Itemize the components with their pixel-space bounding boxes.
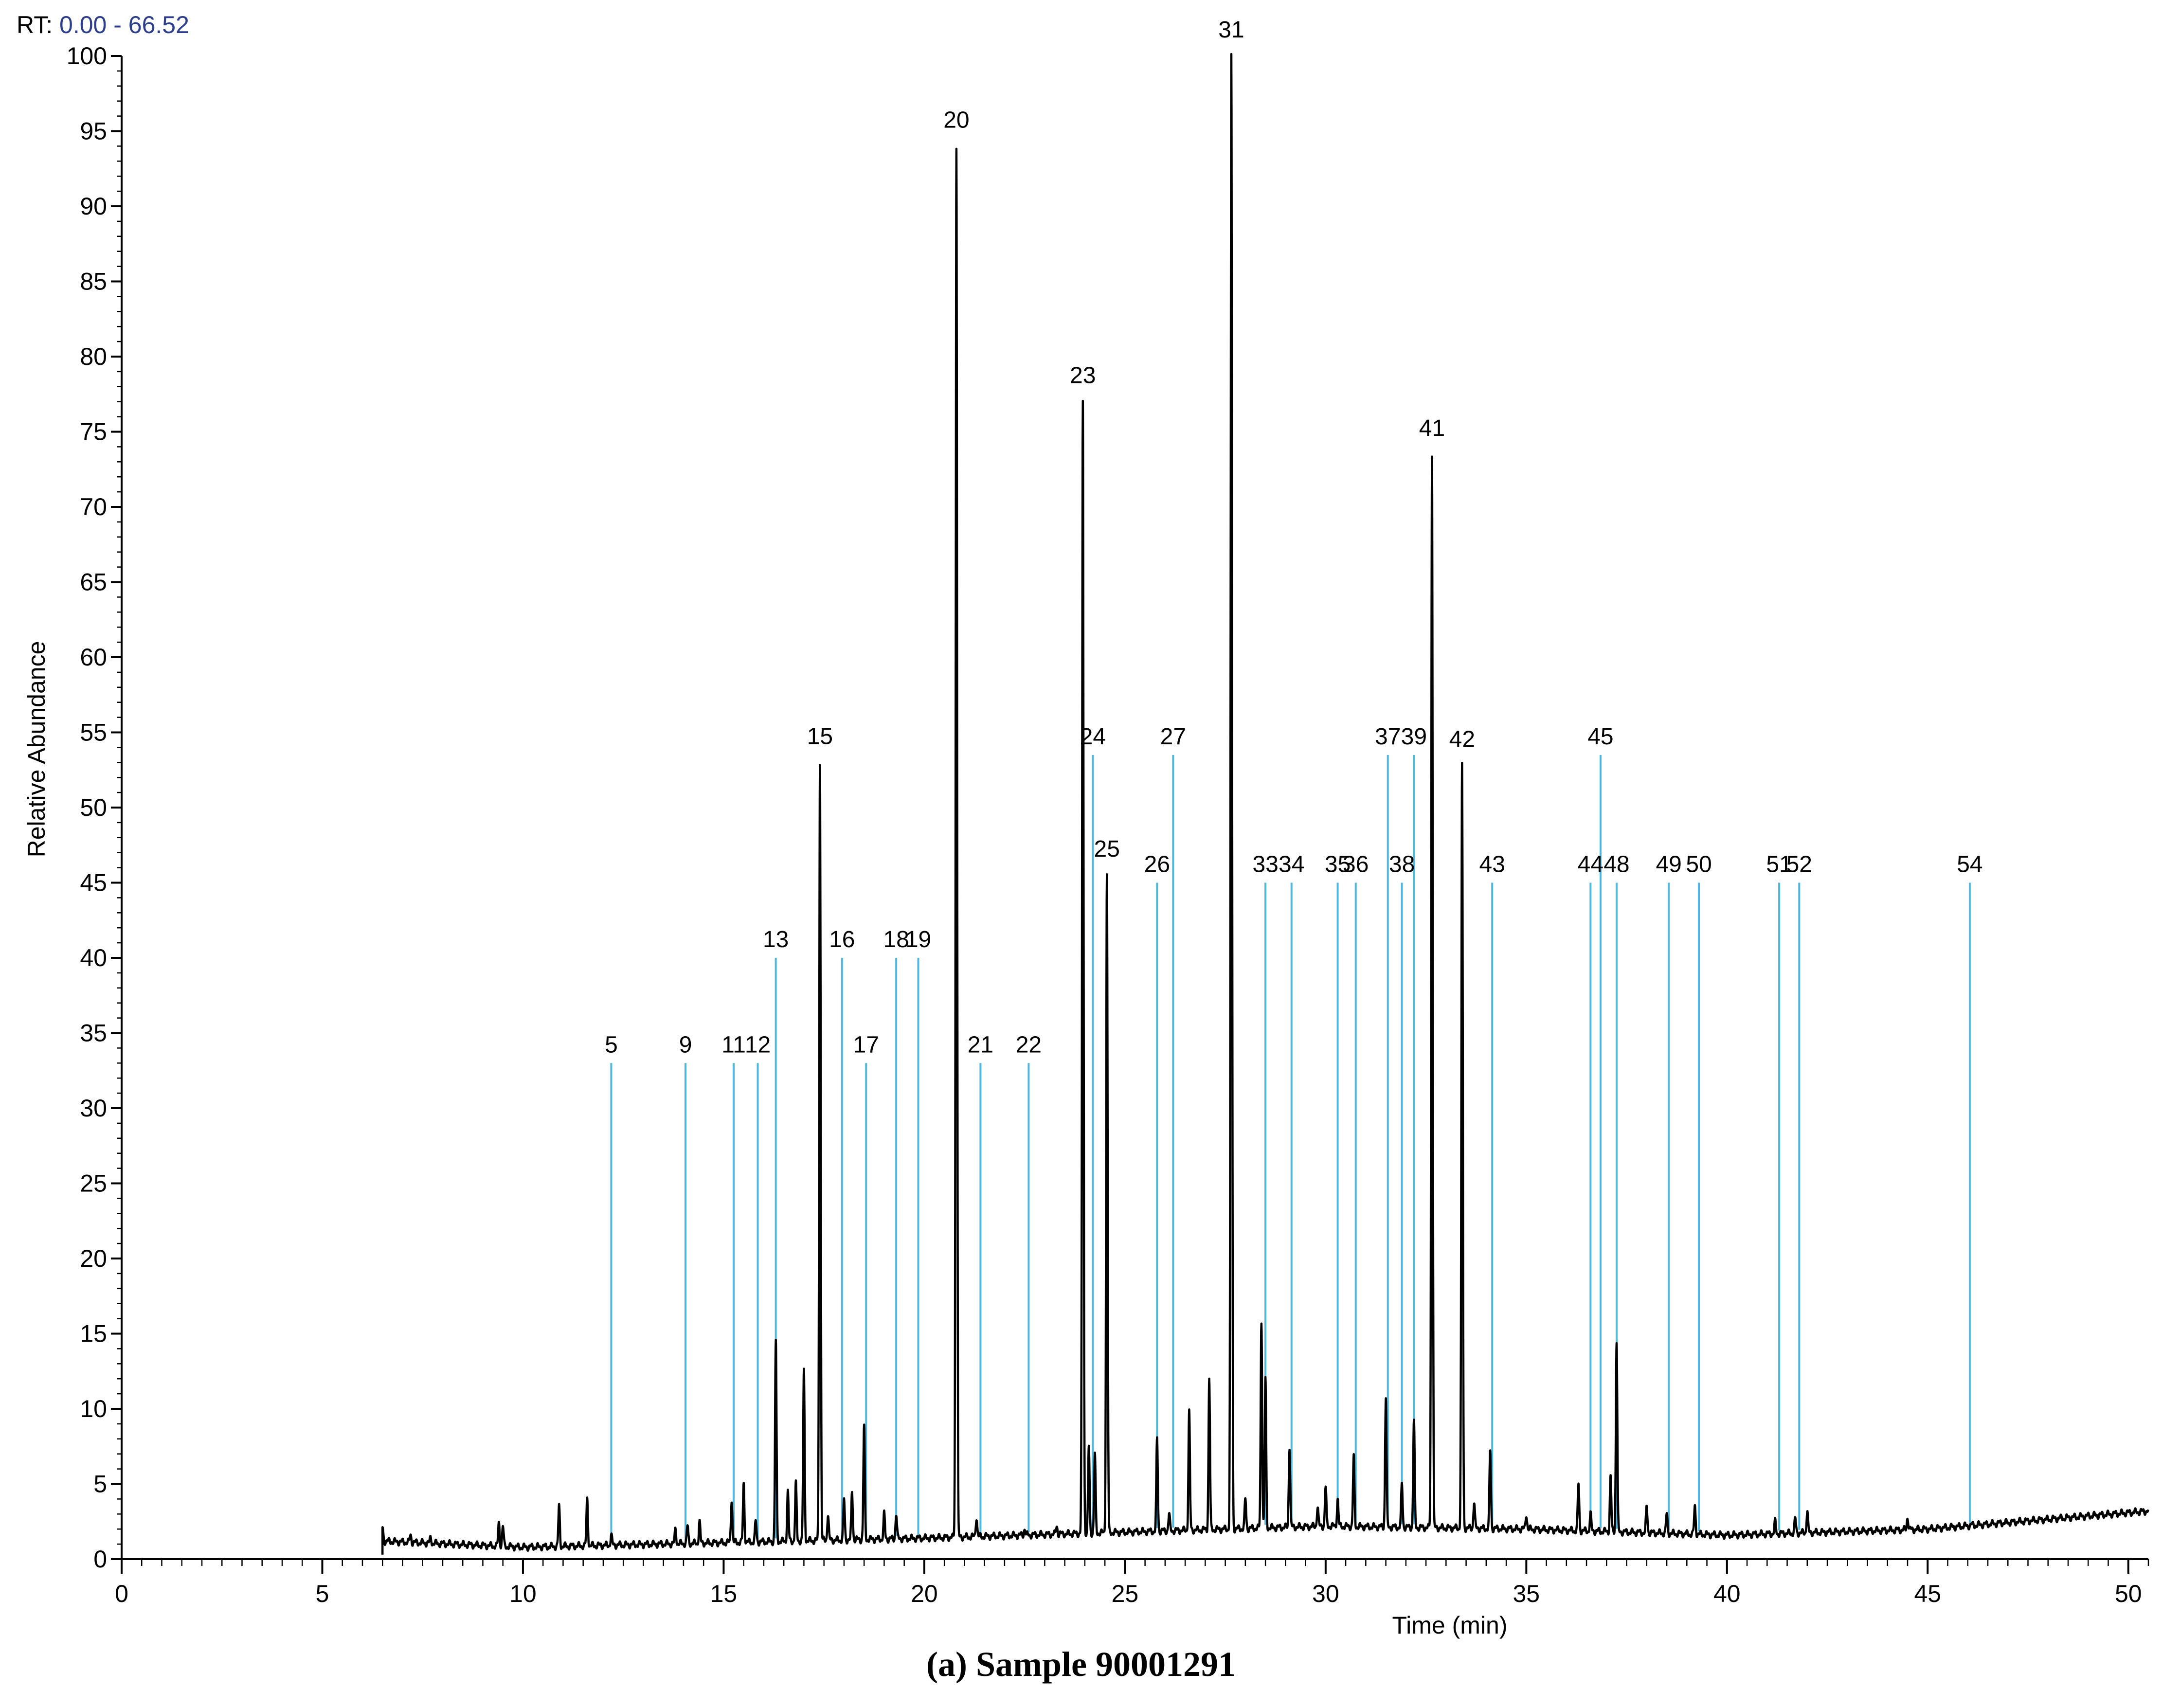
y-tick-label: 70 — [80, 493, 107, 521]
y-tick-label: 55 — [80, 719, 107, 746]
peak-label: 48 — [1603, 852, 1629, 878]
y-tick-label: 85 — [80, 268, 107, 295]
y-tick-label: 95 — [80, 118, 107, 145]
x-tick-label: 30 — [1312, 1580, 1339, 1607]
x-tick-label: 25 — [1112, 1580, 1139, 1607]
x-tick-label: 15 — [710, 1580, 738, 1607]
x-axis-label: Time (min) — [1392, 1612, 1507, 1639]
peak-label: 9 — [679, 1032, 692, 1058]
peak-label: 35 — [1325, 852, 1351, 878]
peak-label: 54 — [1957, 852, 1982, 878]
peak-label: 36 — [1343, 852, 1369, 878]
peak-label: 50 — [1686, 852, 1712, 878]
peak-label: 13 — [763, 927, 789, 953]
peak-label: 51 — [1766, 852, 1792, 878]
peak-label: 42 — [1449, 726, 1475, 752]
peak-label: 22 — [1016, 1032, 1042, 1058]
chromatogram-chart: 0510152025303540455055606570758085909510… — [23, 17, 2149, 1639]
peak-label: 11 — [721, 1032, 746, 1058]
caption-text: Sample 90001291 — [975, 1645, 1236, 1684]
x-tick-label: 5 — [316, 1580, 329, 1607]
rt-range-key: RT: — [17, 11, 53, 38]
x-tick-label: 35 — [1513, 1580, 1540, 1607]
peak-label: 21 — [968, 1032, 993, 1058]
y-tick-label: 90 — [80, 193, 107, 220]
peak-label: 18 — [883, 927, 909, 953]
peak-label: 52 — [1786, 852, 1812, 878]
x-axis: 0 5 10 15 20 25 30 35 40 45 50 — [115, 1558, 2149, 1607]
peak-label: 19 — [905, 927, 931, 953]
y-tick-label: 40 — [80, 944, 107, 971]
y-axis-label: Relative Abundance — [23, 641, 50, 858]
y-tick-label: 50 — [80, 794, 107, 821]
peak-label: 38 — [1389, 852, 1415, 878]
peak-label: 34 — [1279, 852, 1304, 878]
peak-label: 45 — [1587, 724, 1613, 750]
y-tick-label: 100 — [67, 42, 107, 70]
chromatogram-trace — [381, 53, 2149, 1555]
y-tick-label: 45 — [80, 869, 107, 897]
y-tick-label: 30 — [80, 1095, 107, 1122]
peak-label: 24 — [1080, 724, 1106, 750]
peak-label: 27 — [1160, 724, 1186, 750]
rt-range-label: RT: 0.00 - 66.52 — [17, 11, 189, 39]
peak-label: 37 — [1375, 724, 1401, 750]
peak-label: 25 — [1094, 836, 1120, 862]
y-tick-label: 75 — [80, 418, 107, 446]
y-tick-label: 0 — [93, 1546, 107, 1573]
x-tick-label: 10 — [509, 1580, 537, 1607]
x-tick-label: 45 — [1914, 1580, 1941, 1607]
peak-label: 49 — [1656, 852, 1681, 878]
y-tick-label: 5 — [93, 1471, 107, 1498]
peak-label: 31 — [1218, 17, 1244, 43]
peak-label: 41 — [1419, 415, 1445, 441]
peak-label: 26 — [1144, 852, 1170, 878]
peak-label: 43 — [1479, 852, 1505, 878]
y-tick-label: 60 — [80, 644, 107, 671]
x-tick-label: 40 — [1713, 1580, 1741, 1607]
peak-label: 20 — [943, 107, 969, 133]
x-tick-label: 20 — [911, 1580, 938, 1607]
y-tick-label: 20 — [80, 1245, 107, 1272]
y-tick-label: 25 — [80, 1170, 107, 1197]
caption-tag: (a) — [926, 1645, 967, 1684]
peak-label: 5 — [605, 1032, 618, 1058]
peak-label: 44 — [1578, 852, 1603, 878]
y-tick-label: 80 — [80, 343, 107, 370]
y-axis: 0 5 10 15 20 25 30 35 40 45 50 55 60 65 70 75 80 85 90 95 10… — [67, 42, 123, 1573]
x-tick-label: 50 — [2115, 1580, 2142, 1607]
x-tick-label: 0 — [115, 1580, 128, 1607]
peak-label: 12 — [745, 1032, 771, 1058]
peak-label: 33 — [1252, 852, 1278, 878]
peak-label: 23 — [1070, 363, 1096, 389]
figure-caption: (a) Sample 90001291 — [0, 1644, 2162, 1685]
y-tick-label: 15 — [80, 1320, 107, 1348]
peak-label: 39 — [1401, 724, 1427, 750]
peak-label: 17 — [853, 1032, 879, 1058]
rt-range-value: 0.00 - 66.52 — [59, 11, 189, 38]
y-tick-label: 10 — [80, 1395, 107, 1422]
peak-label: 16 — [829, 927, 855, 953]
y-tick-label: 65 — [80, 569, 107, 596]
y-tick-label: 35 — [80, 1020, 107, 1047]
peak-label: 15 — [807, 723, 833, 749]
